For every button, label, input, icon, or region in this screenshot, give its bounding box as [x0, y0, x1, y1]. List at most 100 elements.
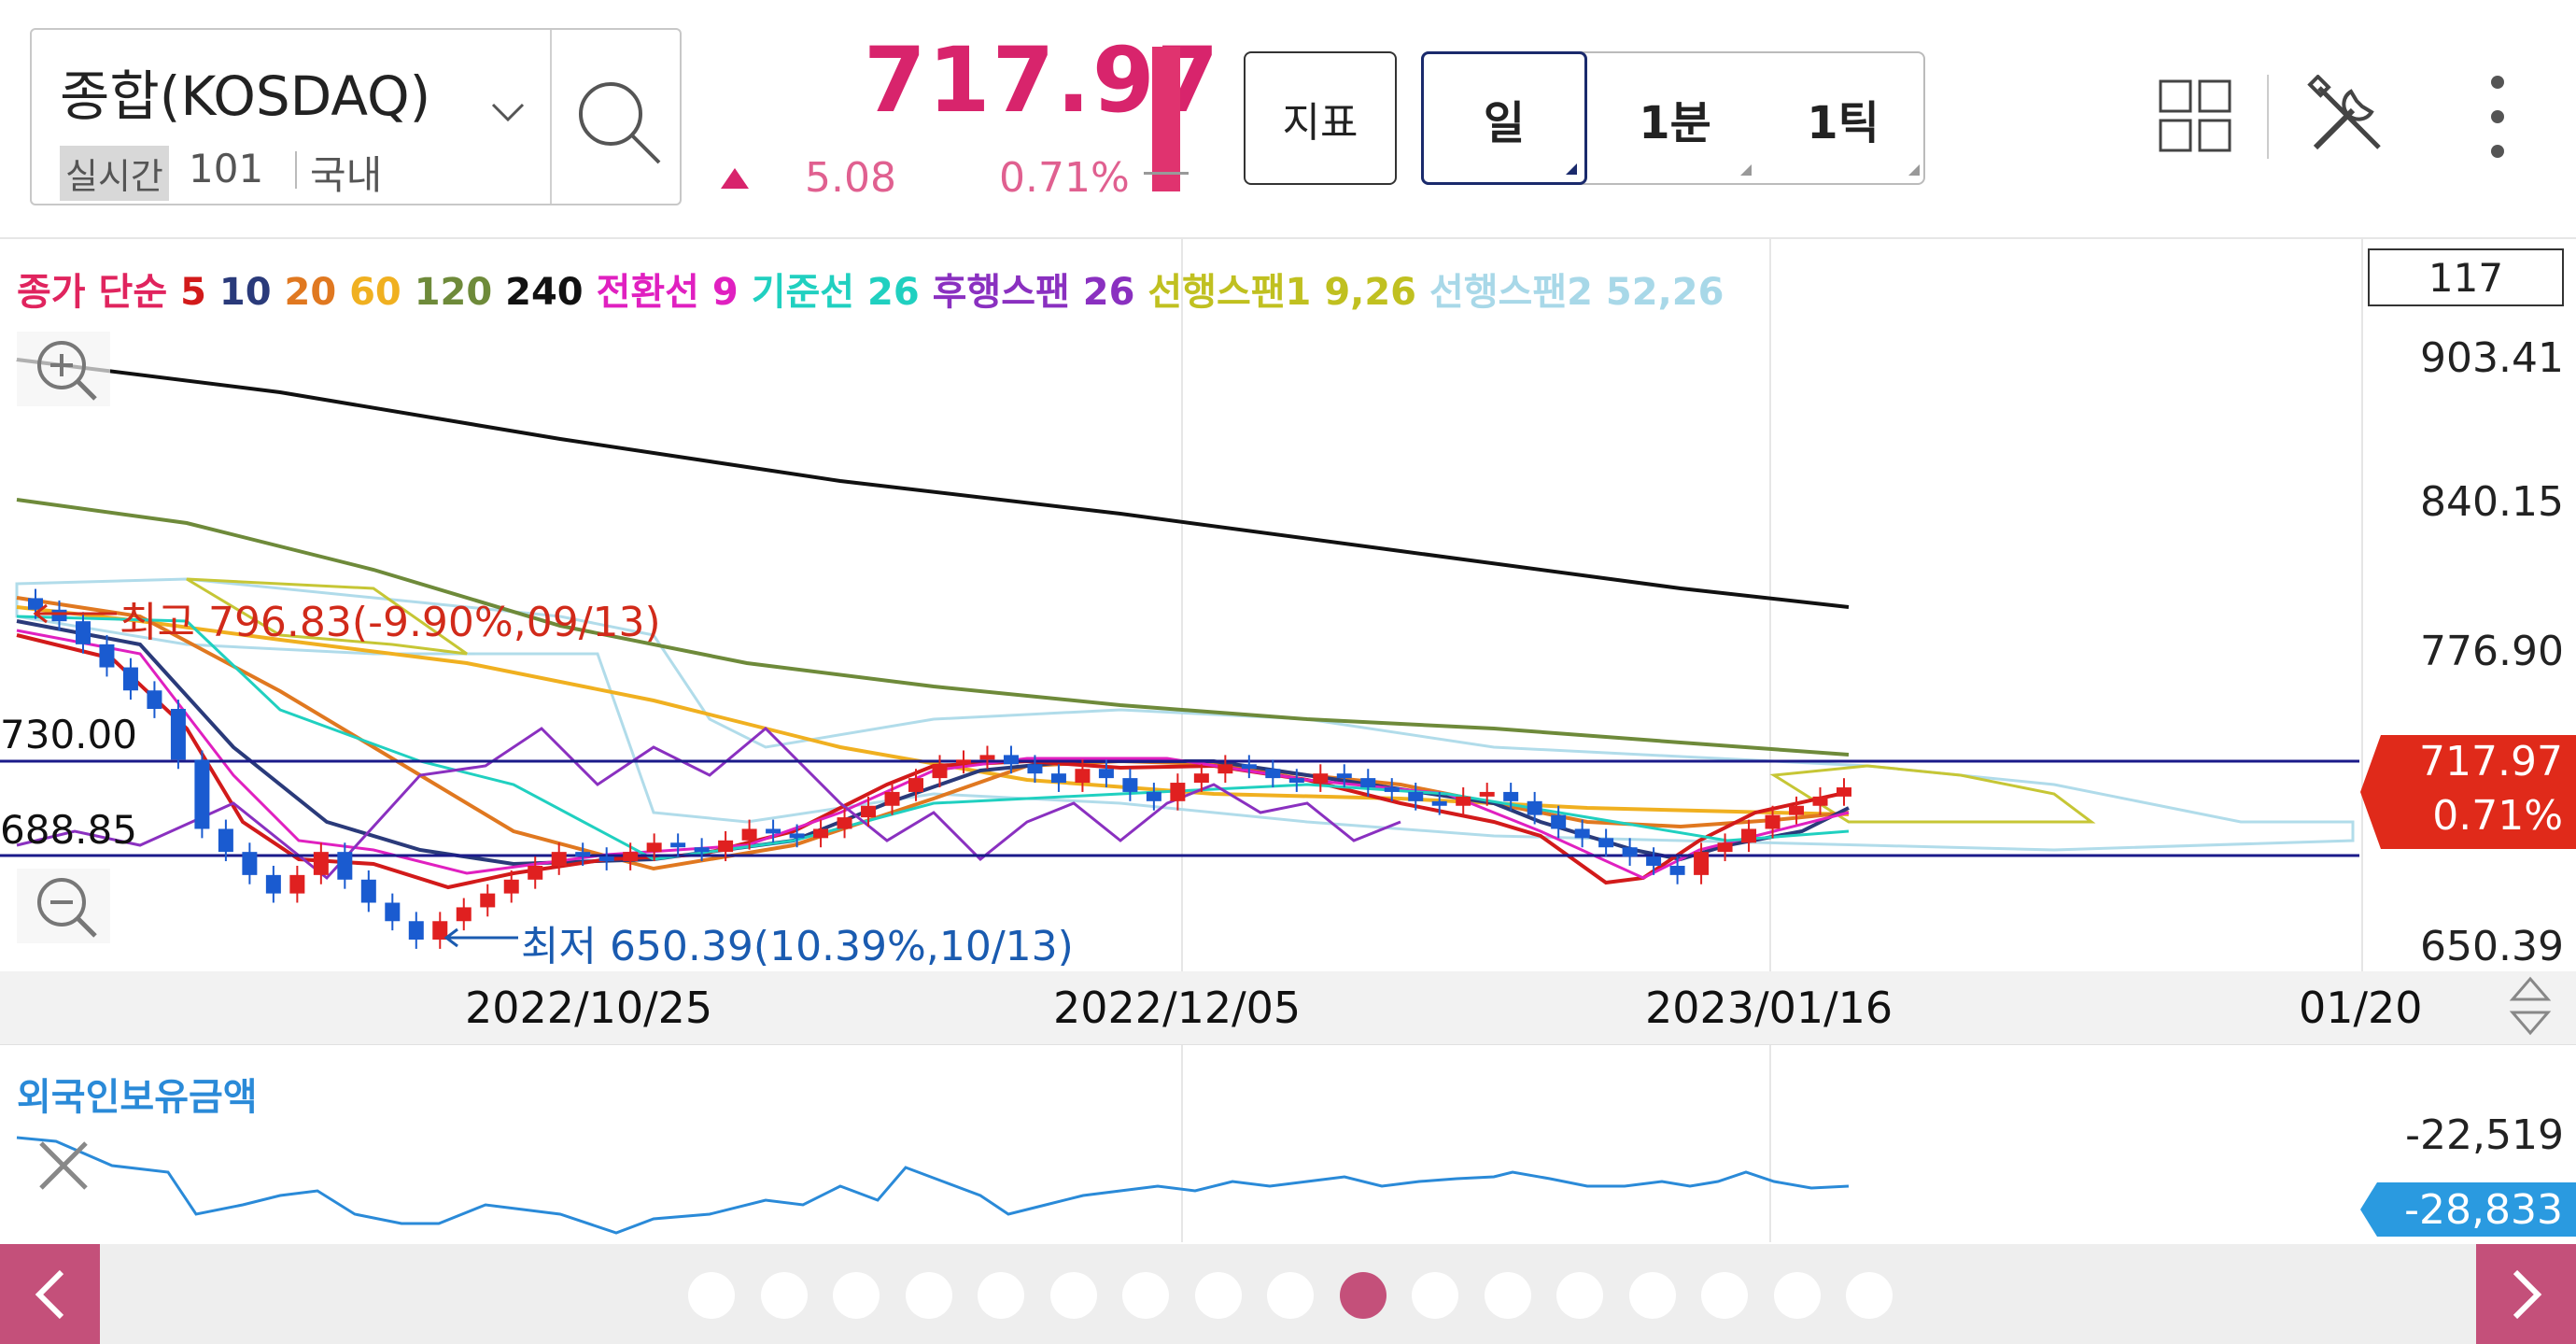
sub-chart-title[interactable]: 외국인보유금액: [17, 1076, 258, 1119]
divider: [295, 151, 297, 189]
page-dot[interactable]: [1122, 1272, 1169, 1319]
page-dot[interactable]: [1556, 1272, 1603, 1319]
candle-body: [979, 755, 995, 760]
hline-label: 730.00: [0, 712, 137, 757]
layout-grid-icon[interactable]: [2159, 79, 2231, 152]
y-axis-label: 776.90: [2420, 628, 2564, 675]
high-annotation: 최고 796.83(-9.90%,09/13): [120, 599, 661, 646]
candle-body: [1050, 773, 1066, 784]
candle-body: [313, 852, 329, 875]
page-dot[interactable]: [1846, 1272, 1893, 1319]
corner-indicator: [1908, 164, 1920, 176]
y-axis-label: 903.41: [2420, 334, 2564, 382]
period-1tick-button[interactable]: 1틱: [1759, 53, 1927, 183]
candle-body: [646, 842, 662, 853]
realtime-badge: 실시간: [60, 146, 169, 201]
legend-item: 선행스팬2 52,26: [1429, 271, 1724, 314]
prev-page-button[interactable]: [0, 1244, 100, 1344]
y-axis-label: 840.15: [2420, 478, 2564, 526]
realtime-count: 101: [189, 146, 264, 191]
legend-item: 단순: [98, 271, 168, 314]
page-dot[interactable]: [1484, 1272, 1531, 1319]
page-dot[interactable]: [1339, 1272, 1387, 1319]
price-bar: [1152, 47, 1180, 191]
indicator-legend[interactable]: 종가 단순 5 10 20 60 120 240 전환선 9 기준선 26 후행…: [17, 262, 1724, 316]
next-page-button[interactable]: [2476, 1244, 2576, 1344]
candle-body: [1098, 769, 1114, 779]
candle-body: [337, 852, 353, 880]
symbol-selector[interactable]: 종합(KOSDAQ) 실시간 101 국내: [30, 28, 682, 205]
candle-body: [1551, 814, 1567, 829]
candle-count-box[interactable]: 117: [2368, 248, 2564, 306]
change-amount: 5.08: [805, 154, 896, 202]
symbol-name[interactable]: 종합(KOSDAQ): [60, 64, 431, 128]
x-axis-label: 01/20: [2299, 983, 2423, 1033]
candle-body: [694, 847, 710, 853]
candle-body: [1717, 842, 1733, 853]
candle-body: [194, 759, 210, 829]
candle-body: [908, 778, 924, 792]
period-day-label: 일: [1483, 96, 1526, 149]
tools-icon[interactable]: [2306, 75, 2390, 159]
indicator-button[interactable]: 지표: [1244, 51, 1397, 185]
legend-item: 기준선 26: [751, 271, 920, 314]
period-1tick-label: 1틱: [1807, 96, 1879, 149]
period-1min-button[interactable]: 1분: [1591, 53, 1759, 183]
candle-body: [575, 852, 591, 857]
page-dot[interactable]: [1412, 1272, 1458, 1319]
price-chart[interactable]: [0, 233, 2576, 1242]
candle-body: [1336, 773, 1352, 779]
low-annotation: 최저 650.39(10.39%,10/13): [521, 923, 1074, 970]
page-dot[interactable]: [905, 1272, 952, 1319]
market-label: 국내: [310, 152, 383, 198]
ma10-line: [16, 619, 1850, 867]
close-icon[interactable]: [35, 1138, 91, 1194]
zoom-out-icon[interactable]: [17, 869, 110, 943]
page-dot[interactable]: [1049, 1272, 1097, 1319]
current-price-tag: [2360, 735, 2576, 849]
candle-body: [766, 828, 781, 834]
date-axis[interactable]: [0, 971, 2576, 1044]
page-dot[interactable]: [1701, 1272, 1748, 1319]
candle-body: [242, 852, 258, 875]
candle-body: [503, 879, 519, 894]
page-dot[interactable]: [760, 1272, 808, 1319]
price-bar-line: [1144, 172, 1189, 175]
scale-toggle-icon[interactable]: [2507, 973, 2554, 1039]
zoom-in-icon[interactable]: [17, 332, 110, 406]
candle-body: [218, 828, 233, 853]
legend-item: 전환선 9: [596, 271, 739, 314]
more-vertical-icon[interactable]: [2484, 75, 2512, 159]
candle-body: [1646, 856, 1662, 866]
candle-body: [1479, 791, 1495, 797]
candle-body: [1288, 778, 1304, 784]
search-icon[interactable]: [573, 77, 667, 170]
page-dot[interactable]: [1267, 1272, 1314, 1319]
candle-body: [75, 621, 91, 644]
page-dot[interactable]: [1194, 1272, 1242, 1319]
candle-body: [1527, 800, 1542, 815]
chevron-down-icon[interactable]: [489, 100, 527, 124]
candles: [28, 588, 1851, 949]
candle-body: [456, 907, 472, 922]
candle-body: [408, 921, 424, 941]
candle-body: [528, 865, 543, 880]
page-dot[interactable]: [1628, 1272, 1676, 1319]
period-day-button[interactable]: 일: [1421, 51, 1587, 185]
page-dot[interactable]: [978, 1272, 1024, 1319]
page-dot[interactable]: [1773, 1272, 1821, 1319]
change-percent: 0.71%: [999, 154, 1130, 202]
page-dot[interactable]: [833, 1272, 880, 1319]
page-dot[interactable]: [688, 1272, 735, 1319]
sub-chart-max: -22,519: [2405, 1111, 2564, 1159]
x-axis-label: 2022/10/25: [465, 983, 713, 1033]
candle-body: [1431, 800, 1447, 806]
divider: [550, 30, 552, 204]
candle-body: [1837, 787, 1851, 797]
candle-body: [1789, 805, 1805, 815]
hline-label: 688.85: [0, 807, 137, 853]
legend-item: 20: [284, 271, 337, 314]
candle-body: [1598, 838, 1614, 848]
current-price-tag-percent: 0.71%: [2432, 792, 2563, 840]
candle-body: [837, 817, 852, 829]
